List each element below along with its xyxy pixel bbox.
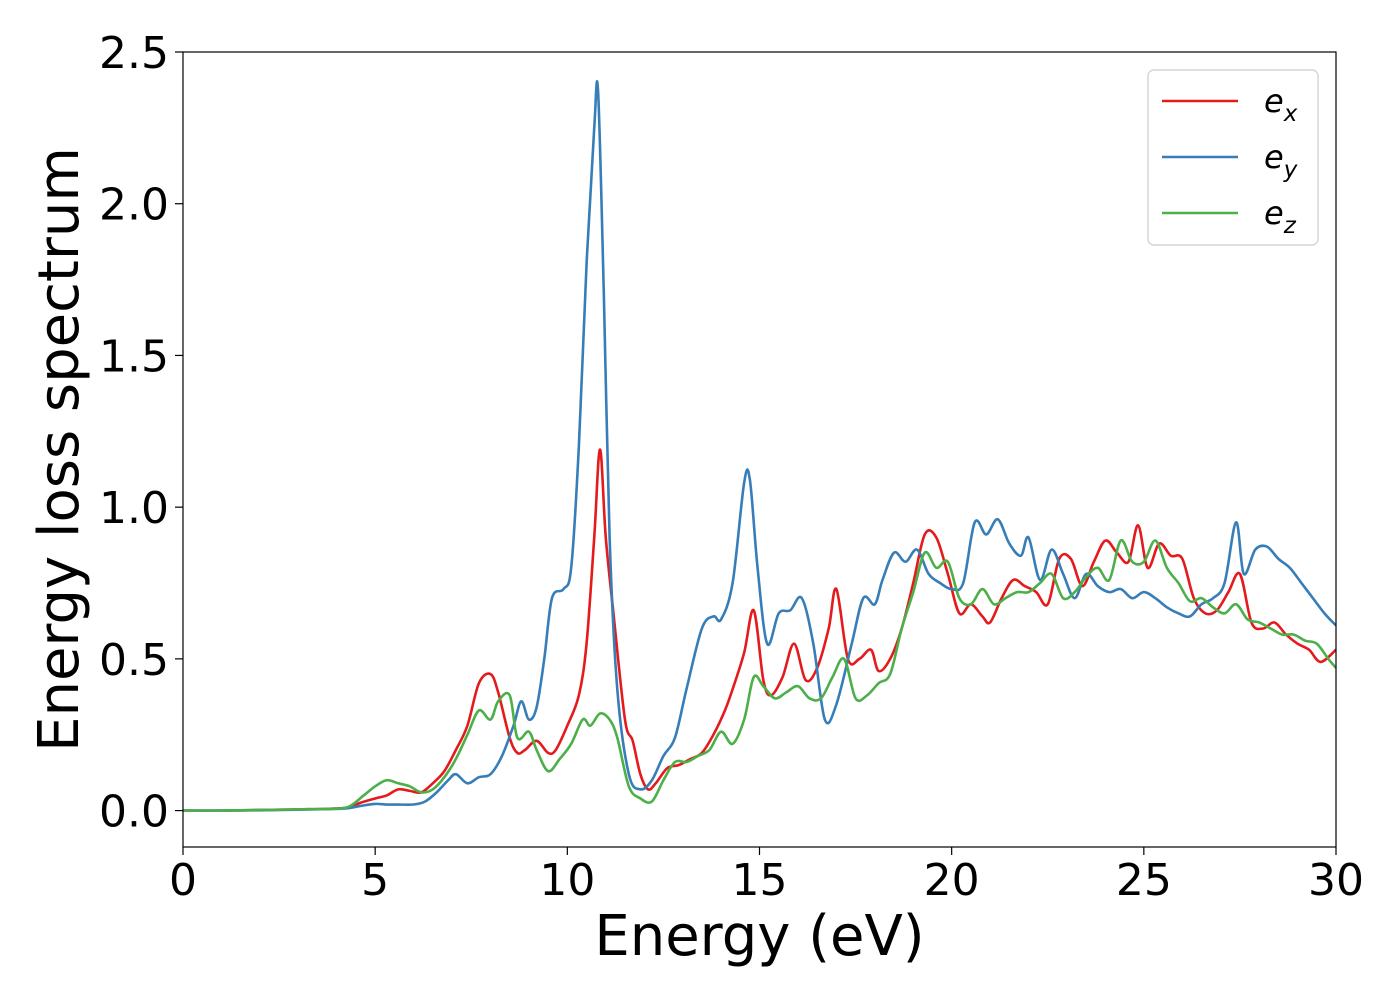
y-tick-label: 2.5 — [99, 28, 169, 79]
series-layer — [183, 80, 1336, 812]
y-tick-label: 2.0 — [99, 180, 169, 231]
series-line-ez — [183, 539, 1336, 812]
x-tick-label: 5 — [361, 855, 389, 906]
y-tick-label: 0.5 — [99, 635, 169, 686]
x-tick-label: 0 — [169, 855, 197, 906]
legend-label-ex: ex — [1264, 82, 1298, 127]
legend-label-ez: ez — [1264, 194, 1297, 239]
x-tick-label: 10 — [539, 855, 595, 906]
series-line-ey — [183, 80, 1336, 812]
y-tick-label: 0.0 — [99, 787, 169, 838]
x-axis-title: Energy (eV) — [594, 904, 924, 969]
x-tick-label: 15 — [732, 855, 788, 906]
legend-label-ey: ey — [1264, 138, 1298, 183]
y-tick-label: 1.0 — [99, 483, 169, 534]
series-line-ex — [183, 448, 1336, 812]
legend: ex ey ez — [1147, 69, 1319, 246]
x-tick-label: 25 — [1116, 855, 1172, 906]
y-axis-ticks: 0.0 0.5 1.0 1.5 2.0 2.5 — [99, 28, 183, 838]
x-axis-ticks: 0 5 10 15 20 25 30 — [169, 847, 1364, 906]
x-tick-label: 20 — [924, 855, 980, 906]
x-tick-label: 30 — [1308, 855, 1364, 906]
y-axis-title: Energy loss spectrum — [27, 147, 92, 752]
y-tick-label: 1.5 — [99, 331, 169, 382]
